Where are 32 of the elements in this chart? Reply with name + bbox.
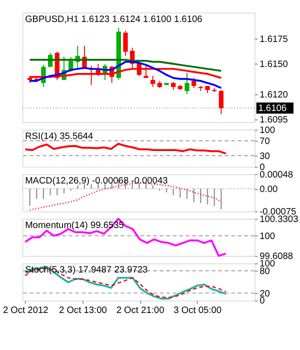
line-series — [24, 142, 227, 154]
y-tick-label: 80 — [260, 266, 270, 276]
y-tick-label: 100.3303 — [260, 214, 298, 224]
y-tick-label: 0.00 — [260, 184, 278, 194]
x-tick-label: 3 Oct 05:00 — [174, 305, 222, 316]
x-tick-label: 2 Oct 13:00 — [59, 305, 107, 316]
y-tick-label: 0 — [260, 296, 265, 306]
chart-title: RSI(14) 35.5644 — [25, 130, 94, 141]
candlestick — [184, 72, 190, 94]
y-tick-label: 0 — [260, 162, 265, 172]
y-tick-label: 0.00048 — [260, 169, 294, 180]
y-tick-label: 1.6120 — [260, 89, 288, 100]
candlestick — [218, 90, 224, 115]
chart-title: GBPUSD,H1 1.6123 1.6124 1.6100 1.6106 — [25, 14, 202, 24]
line-series — [24, 218, 227, 257]
y-tick-label: 100 — [260, 231, 276, 242]
y-tick-label: 100 — [260, 258, 276, 269]
candlestick — [150, 75, 156, 88]
y-tick-label: 1.6175 — [260, 34, 288, 44]
chart-title: MACD(12,26,9) -0.00068 -0.00043 — [25, 175, 168, 186]
x-tick-label: 2 Oct 2012 — [2, 305, 48, 316]
y-tick-label: 100 — [260, 124, 276, 135]
candlestick — [123, 30, 128, 56]
y-tick-label: -0.00075 — [260, 206, 296, 217]
y-tick-label: 1.6095 — [260, 114, 288, 124]
y-tick-label: 30 — [260, 150, 270, 161]
x-tick-label: 2 Oct 21:00 — [116, 305, 164, 316]
ref-line-label: 1.6106 — [258, 102, 287, 113]
y-tick-label: 20 — [260, 288, 270, 298]
y-tick-label: 70 — [260, 136, 270, 146]
y-tick-label: 1.6150 — [260, 59, 288, 70]
y-tick-label: 99.6088 — [260, 251, 294, 262]
